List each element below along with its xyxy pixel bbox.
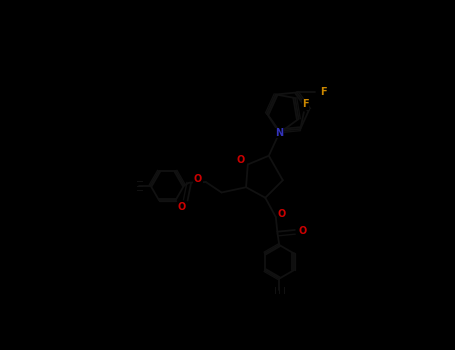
Text: O: O [194, 174, 202, 183]
Text: O: O [178, 202, 186, 212]
Text: O: O [237, 155, 245, 165]
Text: F: F [302, 99, 309, 110]
Text: F: F [320, 88, 326, 97]
Text: O: O [278, 209, 286, 219]
Text: N: N [275, 128, 283, 138]
Text: O: O [298, 226, 307, 236]
